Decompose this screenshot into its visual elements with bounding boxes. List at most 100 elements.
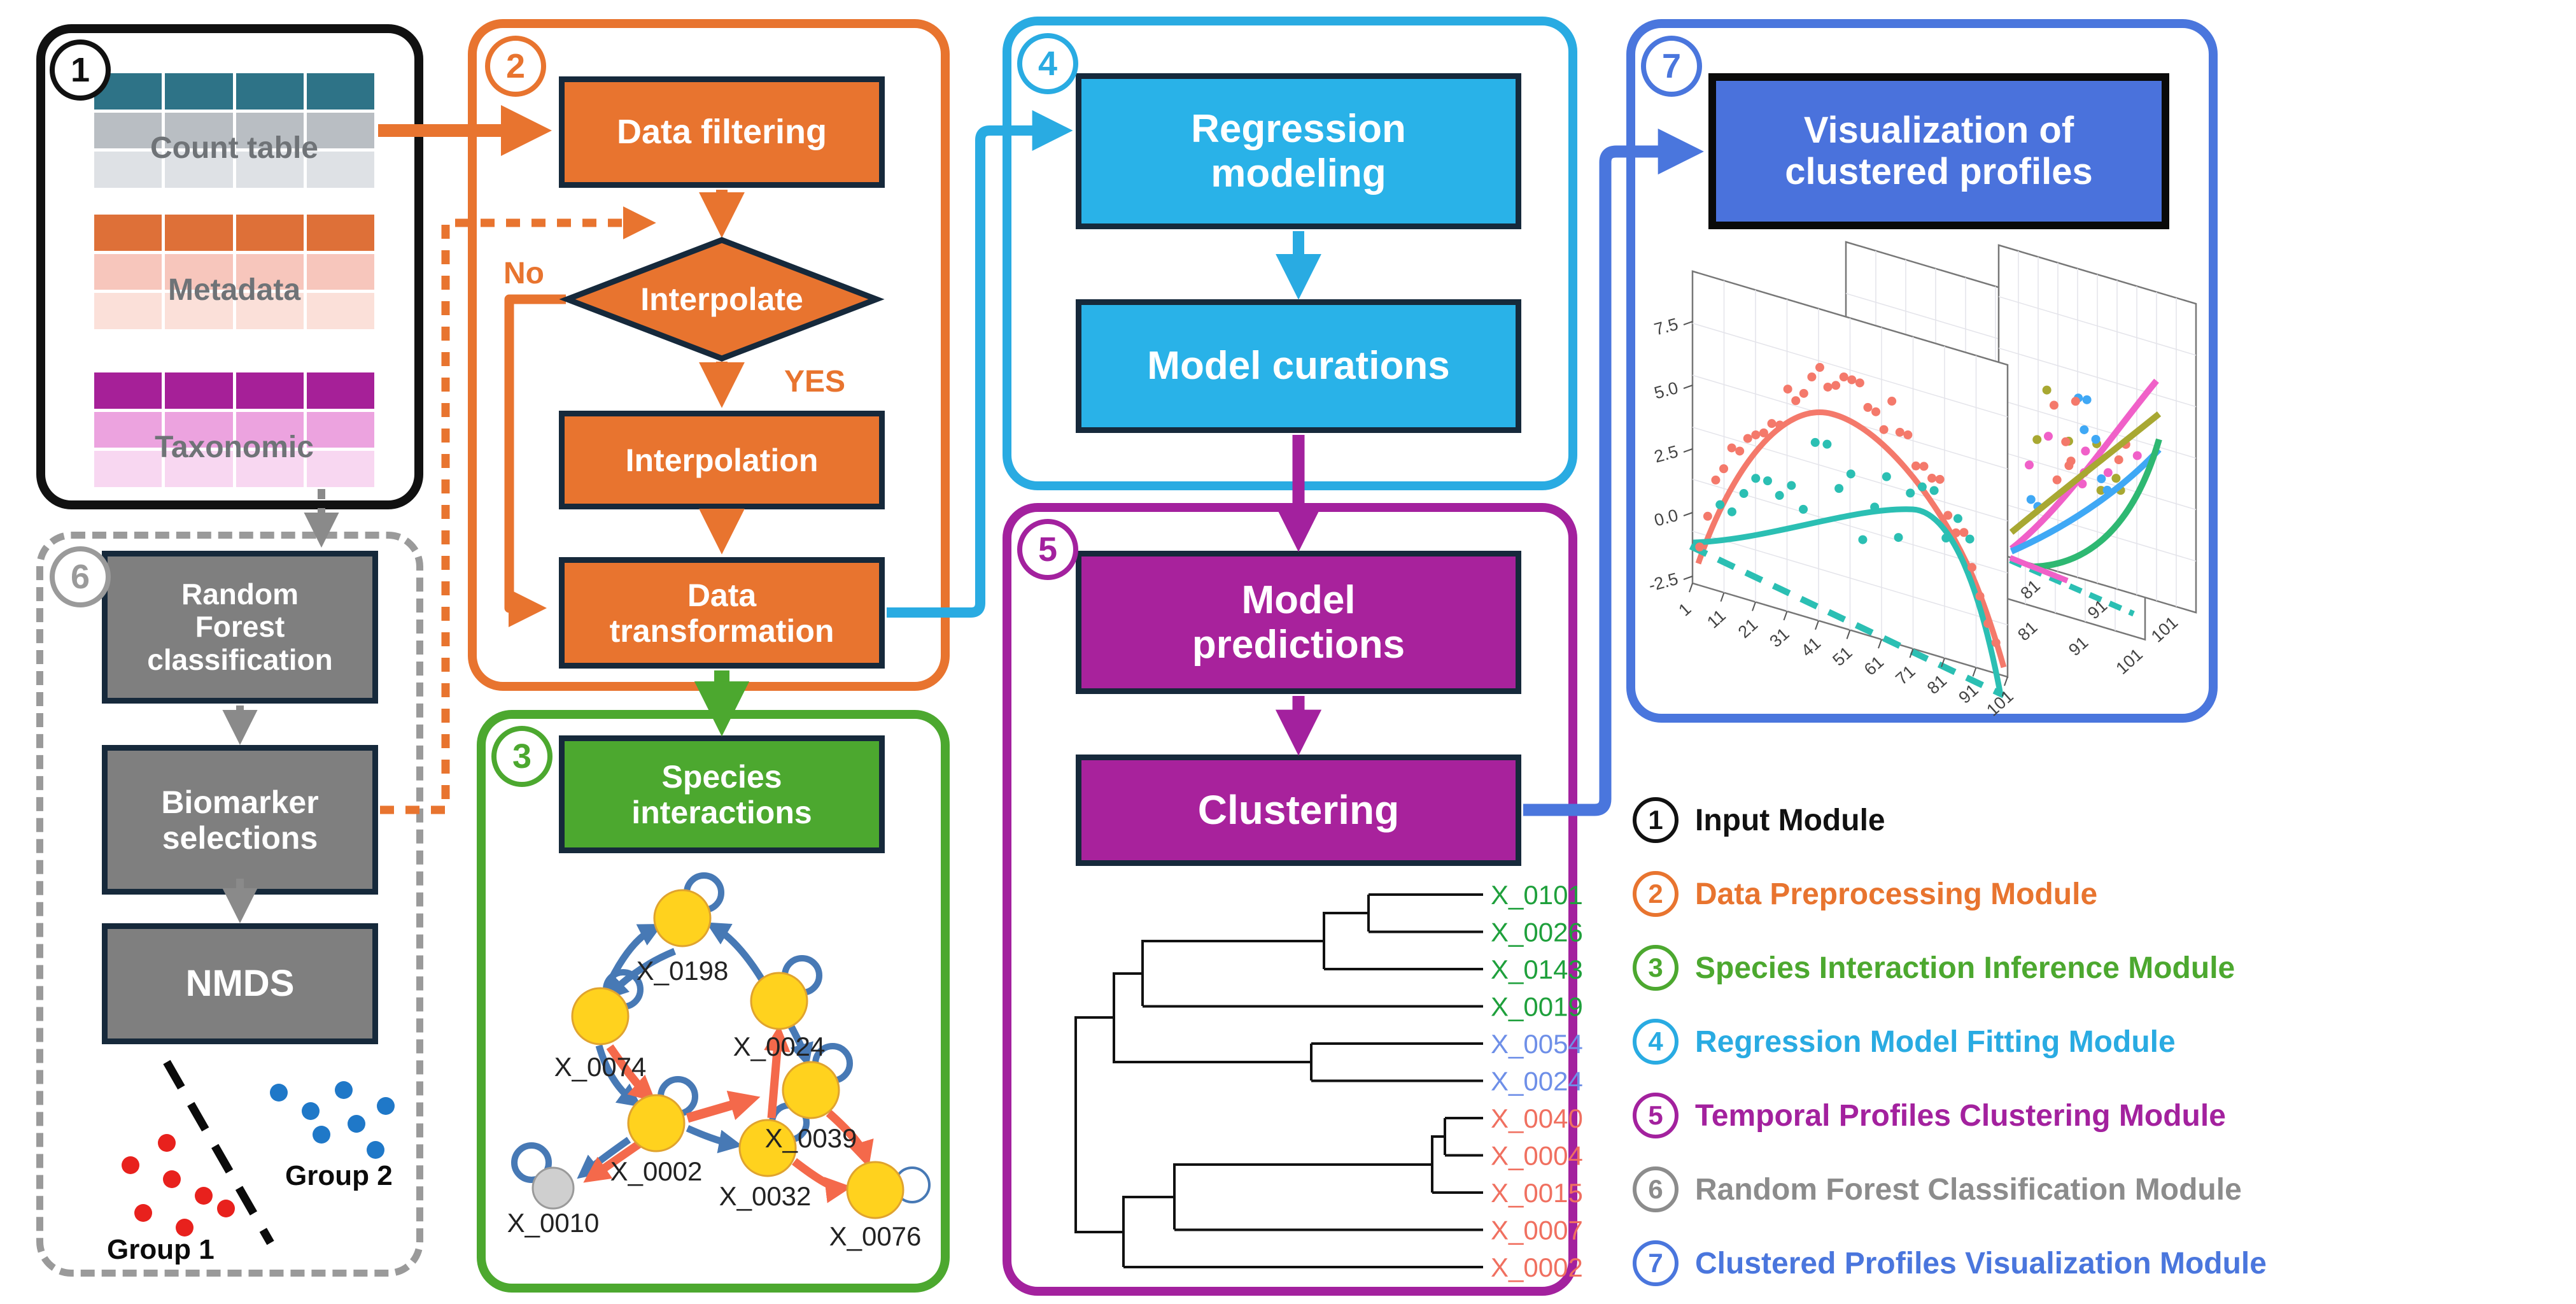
taxonomic-table-label: Taxonomic: [155, 430, 314, 464]
table-cell: [165, 215, 233, 251]
table-cell: [306, 372, 374, 409]
table-cell: [165, 451, 233, 487]
table-cell: [236, 152, 304, 188]
taxonomic-table-graphic: [94, 372, 374, 487]
interpolate-diamond-label: Interpolate: [566, 240, 878, 358]
data-filtering-box: Data filtering: [559, 76, 885, 188]
table-cell: [165, 411, 233, 448]
species-interactions-label: Species interactions: [631, 758, 812, 830]
module-4-number: 4: [1038, 45, 1058, 83]
model-curations-label: Model curations: [1147, 344, 1450, 388]
clustering-box: Clustering: [1076, 755, 1521, 866]
module-4-number-badge: 4: [1017, 33, 1078, 94]
table-cell: [236, 411, 304, 448]
no-branch-label: No: [503, 257, 544, 290]
group-2-label: Group 2: [285, 1160, 393, 1191]
count-table-graphic: [94, 73, 374, 188]
table-cell: [236, 451, 304, 487]
table-cell: [94, 112, 162, 149]
table-cell: [94, 215, 162, 251]
yes-branch-label: YES: [784, 365, 846, 399]
table-cell: [306, 451, 374, 487]
group-1-label: Group 1: [107, 1234, 215, 1265]
module-7-number: 7: [1661, 47, 1682, 85]
legend-4-label: Regression Model Fitting Module: [1695, 1024, 2176, 1059]
table-cell: [94, 372, 162, 409]
count-table-label: Count table: [150, 131, 318, 165]
clustering-label: Clustering: [1197, 786, 1400, 833]
model-predictions-box: Model predictions: [1076, 551, 1521, 694]
rf-line-3: classification: [147, 642, 333, 676]
legend-7-badge: 7: [1633, 1240, 1679, 1286]
table-cell: [306, 152, 374, 188]
table-cell: [165, 253, 233, 290]
legend-item-regression: 4 Regression Model Fitting Module: [1633, 1019, 2568, 1065]
legend-3-label: Species Interaction Inference Module: [1695, 951, 2235, 985]
table-cell: [306, 253, 374, 290]
table-cell: [236, 293, 304, 329]
table-cell: [165, 293, 233, 329]
rf-line-1: Random: [181, 577, 299, 611]
table-cell: [165, 152, 233, 188]
legend-1-badge: 1: [1633, 797, 1679, 843]
table-cell: [94, 411, 162, 448]
table-cell: [306, 73, 374, 110]
module-1-number-badge: 1: [50, 39, 111, 101]
legend-item-clustering: 5 Temporal Profiles Clustering Module: [1633, 1093, 2568, 1138]
random-forest-classification-box: Random Forest classification: [102, 551, 378, 704]
legend-item-input: 1 Input Module: [1633, 797, 2568, 843]
biomarker-selections-box: Biomarker selections: [102, 745, 378, 895]
table-cell: [236, 215, 304, 251]
legend-2-badge: 2: [1633, 871, 1679, 917]
interpolation-box: Interpolation: [559, 411, 885, 509]
legend-7-label: Clustered Profiles Visualization Module: [1695, 1246, 2267, 1280]
legend-2-label: Data Preprocessing Module: [1695, 877, 2098, 911]
random-forest-module-panel: [36, 532, 423, 1277]
table-cell: [94, 152, 162, 188]
visualization-label: Visualization of clustered profiles: [1785, 109, 2093, 192]
module-2-number-badge: 2: [485, 36, 546, 97]
legend-4-badge: 4: [1633, 1019, 1679, 1065]
data-transformation-box: Data transformation: [559, 557, 885, 669]
legend-5-badge: 5: [1633, 1093, 1679, 1138]
legend-3-badge: 3: [1633, 945, 1679, 991]
module-2-number: 2: [505, 47, 526, 85]
module-3-number-badge: 3: [491, 726, 553, 787]
interpolate-label: Interpolate: [640, 281, 803, 317]
legend-1-label: Input Module: [1695, 803, 1885, 837]
table-cell: [165, 372, 233, 409]
legend-item-visualization: 7 Clustered Profiles Visualization Modul…: [1633, 1240, 2568, 1286]
legend: 1 Input Module 2 Data Preprocessing Modu…: [1633, 797, 2568, 1286]
legend-item-preprocessing: 2 Data Preprocessing Module: [1633, 871, 2568, 917]
nmds-label: NMDS: [185, 962, 295, 1004]
regression-modeling-label: Regression modeling: [1191, 107, 1406, 195]
table-cell: [236, 372, 304, 409]
legend-item-forest: 6 Random Forest Classification Module: [1633, 1166, 2568, 1212]
module-5-number: 5: [1038, 530, 1058, 569]
visualization-box: Visualization of clustered profiles: [1708, 73, 2169, 229]
metadata-table-graphic: [94, 215, 374, 329]
table-cell: [306, 112, 374, 149]
module-1-number: 1: [70, 51, 90, 89]
table-cell: [236, 73, 304, 110]
interpolation-label: Interpolation: [625, 442, 819, 478]
table-cell: [306, 215, 374, 251]
metadata-table-label: Metadata: [167, 273, 301, 307]
data-transformation-label: Data transformation: [609, 577, 834, 649]
table-cell: [94, 451, 162, 487]
table-cell: [165, 73, 233, 110]
model-predictions-label: Model predictions: [1192, 578, 1405, 667]
biomarker-line-1: Biomarker: [161, 784, 319, 820]
table-cell: [165, 112, 233, 149]
data-filtering-label: Data filtering: [616, 113, 827, 152]
regression-modeling-box: Regression modeling: [1076, 73, 1521, 229]
module-7-number-badge: 7: [1641, 36, 1702, 97]
table-cell: [236, 253, 304, 290]
model-curations-box: Model curations: [1076, 299, 1521, 433]
module-6-number: 6: [70, 558, 90, 596]
nmds-box: NMDS: [102, 923, 378, 1044]
table-cell: [94, 253, 162, 290]
module-3-number: 3: [512, 737, 532, 776]
table-cell: [236, 112, 304, 149]
